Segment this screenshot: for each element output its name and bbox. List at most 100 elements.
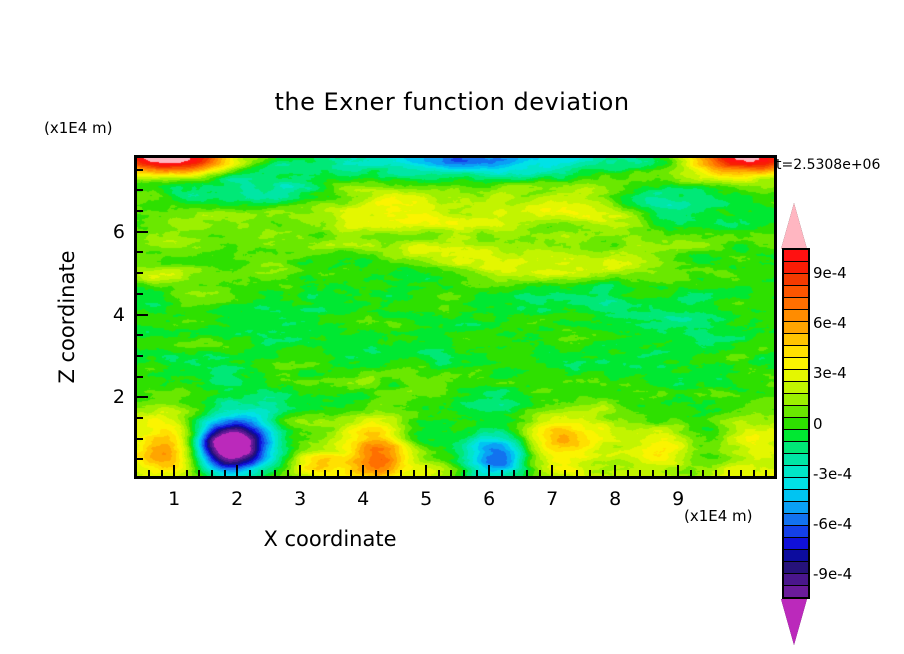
x-tick-major [362,465,365,476]
y-axis-title: Z coordinate [55,250,79,384]
colorbar-segment [784,514,808,526]
x-tick-minor [336,470,339,476]
x-tick-major [173,465,176,476]
colorbar-segment [784,490,808,502]
colorbar-tick-labels: 9e-4 6e-4 3e-4 0 -3e-4 -6e-4 -9e-4 [775,203,900,583]
x-tick-minor [526,470,528,476]
x-tick-minor [248,470,251,476]
colorbar-segment [784,310,808,322]
x-tick-minor [160,470,163,476]
colorbar-segments [782,248,810,599]
x-tick-minor [727,470,730,476]
x-tick-major [614,465,617,476]
colorbar-segment [784,334,808,346]
x-tick-minor [223,470,226,476]
x-tick-minor [412,470,415,476]
colorbar-segment [784,382,808,394]
x-tick-label: 4 [357,488,370,510]
x-tick-major [677,465,680,476]
colorbar-tick-label: 9e-4 [813,264,847,283]
x-tick-minor [261,470,264,476]
x-tick-minor [740,470,743,476]
x-tick-minor [589,470,592,476]
x-tick-minor [475,470,478,476]
x-tick-minor [652,470,655,476]
y-tick-minor [137,251,143,254]
x-tick-minor [639,470,642,476]
x-tick-minor [324,470,327,476]
y-tick-minor [137,354,143,357]
y-tick-minor [137,437,143,440]
x-tick-minor [664,470,667,476]
colorbar-tick-label: 3e-4 [813,364,847,383]
colorbar-segment [784,502,808,514]
x-tick-minor [601,470,604,476]
x-tick-minor [147,470,150,476]
colorbar-tick-label: -6e-4 [813,514,853,533]
contour-field [137,158,774,476]
y-tick-minor [137,189,143,192]
x-tick-label: 2 [231,488,244,510]
colorbar-tick-label: 6e-4 [813,314,847,333]
x-tick-minor [689,470,692,476]
y-tick-minor [137,168,143,171]
colorbar-segment [784,370,808,382]
x-tick-major [299,465,302,476]
x-units-label: (x1E4 m) [684,507,753,525]
y-units-label: (x1E4 m) [44,119,113,137]
x-tick-minor [349,470,352,476]
x-tick-minor [463,470,465,476]
time-annotation: t=2.5308e+06 [776,157,881,173]
colorbar-segment [784,418,808,430]
x-tick-minor [563,470,566,476]
colorbar-segment [784,454,808,466]
y-tick-minor [137,292,143,295]
x-tick-label: 6 [483,488,496,510]
colorbar-tick-label: -9e-4 [813,564,853,583]
colorbar-segment [784,562,808,574]
x-tick-minor [311,470,314,476]
x-tick-major [488,465,491,476]
colorbar-segment [784,250,808,262]
x-tick-label: 1 [168,488,181,510]
x-tick-minor [210,470,213,476]
colorbar-segment [784,322,808,334]
colorbar-segment [784,442,808,454]
x-tick-minor [450,470,453,476]
colorbar-segment [784,574,808,586]
colorbar-under-arrow [781,599,807,645]
y-tick-major [137,313,148,316]
colorbar [775,203,815,645]
y-tick-label: 6 [112,220,125,243]
colorbar-segment [784,478,808,490]
y-tick-minor [137,272,143,275]
page-title: the Exner function deviation [274,88,630,116]
x-tick-label: 8 [609,488,622,510]
x-tick-major [236,465,239,476]
x-tick-minor [387,470,390,476]
x-tick-major [551,465,554,476]
y-tick-minor [137,458,143,461]
colorbar-segment [784,298,808,310]
x-tick-minor [765,470,768,476]
x-tick-label: 9 [672,488,685,510]
y-tick-major [137,230,148,233]
colorbar-segment [784,550,808,562]
contour-plot-area [134,155,777,479]
x-axis-title: X coordinate [263,527,397,551]
colorbar-segment [784,538,808,550]
colorbar-segment [784,466,808,478]
x-tick-minor [500,470,503,476]
x-tick-minor [538,470,541,476]
colorbar-segment [784,394,808,406]
x-tick-minor [437,470,440,476]
colorbar-segment [784,286,808,298]
colorbar-segment [784,274,808,286]
x-tick-minor [576,470,579,476]
colorbar-tick-label: 0 [813,414,823,433]
colorbar-segment [784,262,808,274]
colorbar-segment [784,526,808,538]
y-tick-major [137,396,148,399]
x-tick-minor [399,470,402,476]
colorbar-segment [784,406,808,418]
